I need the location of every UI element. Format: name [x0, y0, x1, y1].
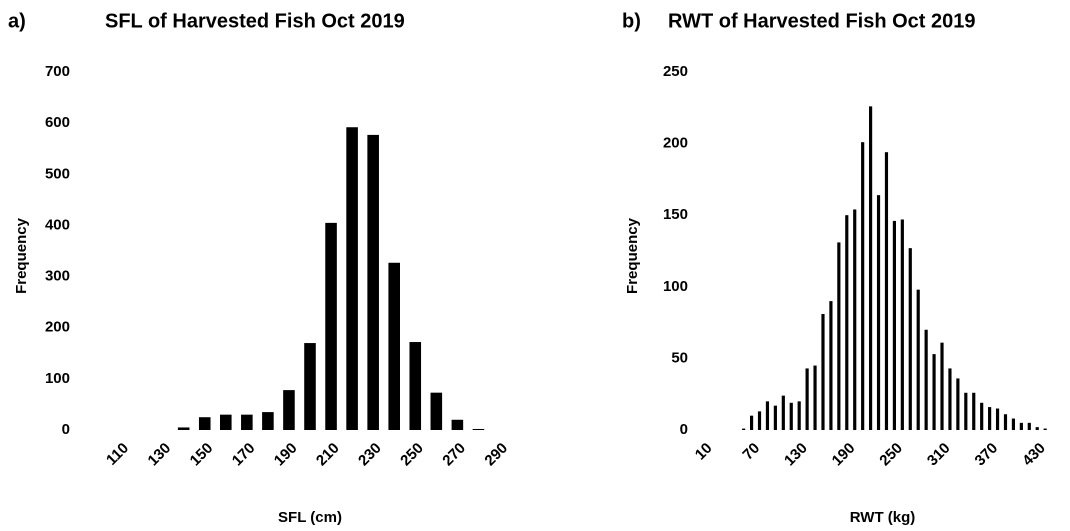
- bar: [845, 215, 849, 430]
- bar: [262, 412, 274, 430]
- y-tick-label: 250: [663, 63, 688, 80]
- bar: [988, 407, 992, 430]
- bar: [367, 134, 379, 431]
- bar: [1043, 428, 1047, 430]
- y-axis-label: Frequency: [13, 217, 30, 294]
- bar: [972, 392, 976, 430]
- bar: [916, 289, 920, 430]
- bar: [940, 342, 944, 430]
- bar: [346, 127, 358, 430]
- y-tick-label: 150: [663, 206, 688, 223]
- bar: [861, 142, 865, 430]
- y-axis-label: Frequency: [624, 217, 641, 294]
- y-tick-label: 100: [663, 278, 688, 295]
- bar: [789, 402, 793, 430]
- bar: [892, 220, 896, 430]
- bar: [813, 365, 817, 430]
- bar: [1035, 427, 1039, 430]
- bar: [1027, 422, 1031, 430]
- x-tick-label: 150: [187, 440, 217, 470]
- bar: [177, 427, 190, 430]
- x-tick-label: 190: [271, 440, 301, 470]
- bar: [924, 329, 928, 430]
- x-tick-label: 290: [481, 440, 511, 470]
- y-tick-label: 300: [45, 268, 70, 285]
- x-tick-label: 170: [229, 440, 259, 470]
- x-tick-label: 130: [145, 440, 175, 470]
- bar: [220, 414, 232, 430]
- bar: [876, 195, 881, 430]
- y-tick-label: 200: [45, 319, 70, 336]
- bar: [900, 219, 904, 430]
- bar: [964, 392, 968, 430]
- bar: [430, 392, 443, 430]
- bar: [749, 415, 754, 430]
- bar: [757, 411, 762, 430]
- bar: [884, 152, 889, 430]
- bar: [451, 419, 464, 430]
- y-tick-label: 200: [663, 135, 688, 152]
- x-tick-label: 130: [781, 440, 811, 470]
- bar: [283, 390, 295, 430]
- bar: [908, 248, 912, 430]
- bar: [853, 209, 857, 430]
- chart-title: RWT of Harvested Fish Oct 2019: [668, 10, 976, 32]
- bar: [805, 368, 809, 430]
- bar: [409, 342, 422, 430]
- bar: [241, 414, 253, 430]
- bar: [948, 368, 952, 430]
- bar: [388, 262, 400, 430]
- bar: [1011, 418, 1016, 430]
- bar: [837, 242, 841, 430]
- bar: [829, 301, 833, 430]
- bar: [304, 343, 316, 430]
- bar: [821, 314, 825, 430]
- bar: [472, 428, 485, 430]
- x-tick-label: 10: [692, 440, 716, 464]
- bar: [742, 428, 746, 430]
- y-tick-label: 400: [45, 216, 70, 233]
- bar: [781, 395, 785, 430]
- bar: [765, 401, 770, 430]
- bar: [1019, 422, 1023, 430]
- bar: [198, 417, 211, 430]
- panel-label: a): [8, 10, 26, 32]
- x-tick-label: 310: [924, 440, 954, 470]
- bar: [995, 408, 1000, 430]
- x-tick-label: 230: [355, 440, 385, 470]
- y-tick-label: 500: [45, 165, 70, 182]
- x-tick-label: 270: [439, 440, 469, 470]
- bar: [773, 405, 777, 430]
- x-axis-label: RWT (kg): [850, 509, 916, 526]
- x-tick-label: 70: [739, 440, 763, 464]
- x-tick-label: 430: [1019, 440, 1049, 470]
- bar: [932, 354, 936, 430]
- bar: [980, 402, 984, 430]
- y-tick-label: 0: [62, 421, 70, 438]
- y-tick-label: 50: [671, 349, 688, 366]
- x-tick-label: 370: [972, 440, 1002, 470]
- x-tick-label: 250: [397, 440, 427, 470]
- y-tick-label: 600: [45, 114, 70, 131]
- x-tick-label: 210: [313, 440, 343, 470]
- chart-title: SFL of Harvested Fish Oct 2019: [105, 10, 405, 32]
- x-axis-label: SFL (cm): [278, 509, 342, 526]
- y-tick-label: 100: [45, 370, 70, 387]
- bar: [1003, 414, 1008, 430]
- x-tick-label: 110: [103, 440, 132, 469]
- bar: [325, 222, 337, 430]
- x-tick-label: 250: [876, 440, 906, 470]
- bar: [956, 378, 960, 430]
- y-tick-label: 700: [45, 63, 70, 80]
- x-tick-label: 190: [829, 440, 859, 470]
- panel-label: b): [622, 10, 641, 32]
- bar: [869, 106, 873, 431]
- y-tick-label: 0: [680, 421, 688, 438]
- bar: [797, 401, 801, 430]
